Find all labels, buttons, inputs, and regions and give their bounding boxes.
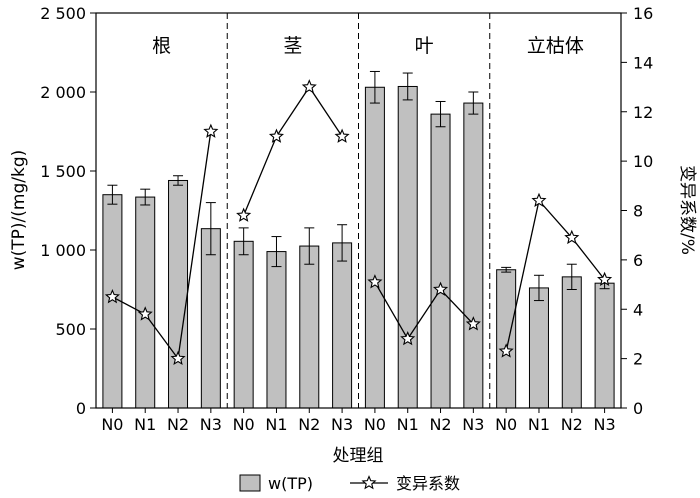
legend-star-marker bbox=[361, 475, 377, 490]
legend: w(TP) 变异系数 bbox=[239, 474, 460, 493]
bar-0-N2 bbox=[168, 179, 189, 409]
x-tick-label: N1 bbox=[265, 415, 287, 434]
y-right-tick-label: 4 bbox=[633, 300, 643, 319]
group-label: 根 bbox=[152, 35, 171, 57]
legend-bar-swatch bbox=[239, 474, 261, 492]
cv-point-0-N1 bbox=[137, 306, 153, 321]
cv-point-0-N2 bbox=[170, 350, 186, 366]
cv-point-3-N1 bbox=[531, 192, 547, 208]
cv-line-group-0 bbox=[112, 131, 212, 361]
y-axis-right-title: 变异系数/% bbox=[677, 165, 697, 255]
x-tick-label: N0 bbox=[364, 415, 386, 434]
y-left-tick-label: 2 500 bbox=[40, 4, 86, 23]
y-right-tick-label: 12 bbox=[633, 103, 653, 122]
x-tick-label: N0 bbox=[495, 415, 517, 434]
group-label: 茎 bbox=[283, 35, 302, 57]
y-right-tick-label: 8 bbox=[633, 202, 643, 221]
x-tick-label: N2 bbox=[561, 415, 583, 434]
x-tick-label: N0 bbox=[233, 415, 255, 434]
x-tick-label: N3 bbox=[462, 415, 484, 434]
legend-line-label: 变异系数 bbox=[396, 474, 460, 493]
group-label: 叶 bbox=[415, 35, 434, 57]
x-tick-label: N3 bbox=[331, 415, 353, 434]
x-tick-label: N1 bbox=[528, 415, 550, 434]
cv-point-1-N2 bbox=[301, 79, 317, 94]
y-left-tick-label: 1 000 bbox=[40, 241, 86, 260]
x-tick-label: N1 bbox=[397, 415, 419, 434]
cv-point-1-N0 bbox=[236, 207, 252, 222]
bar-0-N1 bbox=[135, 196, 156, 409]
cv-point-1-N3 bbox=[334, 128, 350, 143]
bar-1-N3 bbox=[332, 242, 353, 409]
y-right-tick-label: 16 bbox=[633, 4, 653, 23]
bar-2-N2 bbox=[430, 113, 451, 409]
bar-1-N1 bbox=[266, 251, 287, 409]
bar-2-N0 bbox=[364, 86, 385, 409]
x-tick-label: N1 bbox=[134, 415, 156, 434]
bar-3-N0 bbox=[496, 269, 517, 409]
bar-3-N2 bbox=[561, 276, 582, 409]
bar-1-N2 bbox=[299, 245, 320, 409]
bar-3-N3 bbox=[594, 282, 615, 409]
y-left-tick-label: 2 000 bbox=[40, 83, 86, 102]
bar-3-N1 bbox=[528, 287, 549, 409]
cv-point-3-N2 bbox=[564, 229, 580, 245]
x-tick-label: N2 bbox=[167, 415, 189, 434]
cv-line-group-1 bbox=[243, 85, 343, 216]
cv-point-2-N0 bbox=[367, 274, 383, 289]
x-tick-label: N2 bbox=[429, 415, 451, 434]
y-right-tick-label: 14 bbox=[633, 53, 653, 72]
y-right-tick-label: 10 bbox=[633, 152, 653, 171]
x-tick-label: N0 bbox=[101, 415, 123, 434]
y-right-tick-label: 2 bbox=[633, 350, 643, 369]
cv-point-0-N0 bbox=[104, 288, 120, 304]
cv-point-1-N1 bbox=[268, 128, 285, 143]
bar-2-N1 bbox=[397, 85, 418, 409]
cv-line-group-2 bbox=[374, 281, 474, 341]
cv-point-3-N0 bbox=[498, 343, 514, 358]
cv-line-group-3 bbox=[505, 199, 606, 352]
y-right-tick-label: 6 bbox=[633, 251, 643, 270]
cv-point-2-N3 bbox=[465, 316, 481, 331]
bar-0-N3 bbox=[200, 228, 221, 409]
bar-2-N3 bbox=[463, 102, 484, 409]
group-label: 立枯体 bbox=[527, 35, 584, 57]
y-left-tick-label: 1 500 bbox=[40, 162, 86, 181]
cv-point-0-N3 bbox=[203, 123, 219, 138]
x-axis-title: 处理组 bbox=[333, 446, 384, 466]
x-tick-label: N3 bbox=[200, 415, 222, 434]
cv-point-2-N1 bbox=[400, 330, 416, 346]
y-right-tick-label: 0 bbox=[633, 399, 643, 418]
x-tick-label: N3 bbox=[594, 415, 616, 434]
bar-1-N0 bbox=[233, 240, 254, 409]
y-left-tick-label: 500 bbox=[55, 320, 86, 339]
x-tick-label: N2 bbox=[298, 415, 320, 434]
y-left-tick-label: 0 bbox=[76, 399, 86, 418]
cv-point-2-N2 bbox=[432, 281, 449, 296]
cv-point-3-N3 bbox=[597, 271, 613, 287]
bar-0-N0 bbox=[102, 194, 123, 409]
y-axis-left-title: w(TP)/(mg/kg) bbox=[9, 150, 29, 271]
legend-bar-label: w(TP) bbox=[268, 474, 313, 493]
